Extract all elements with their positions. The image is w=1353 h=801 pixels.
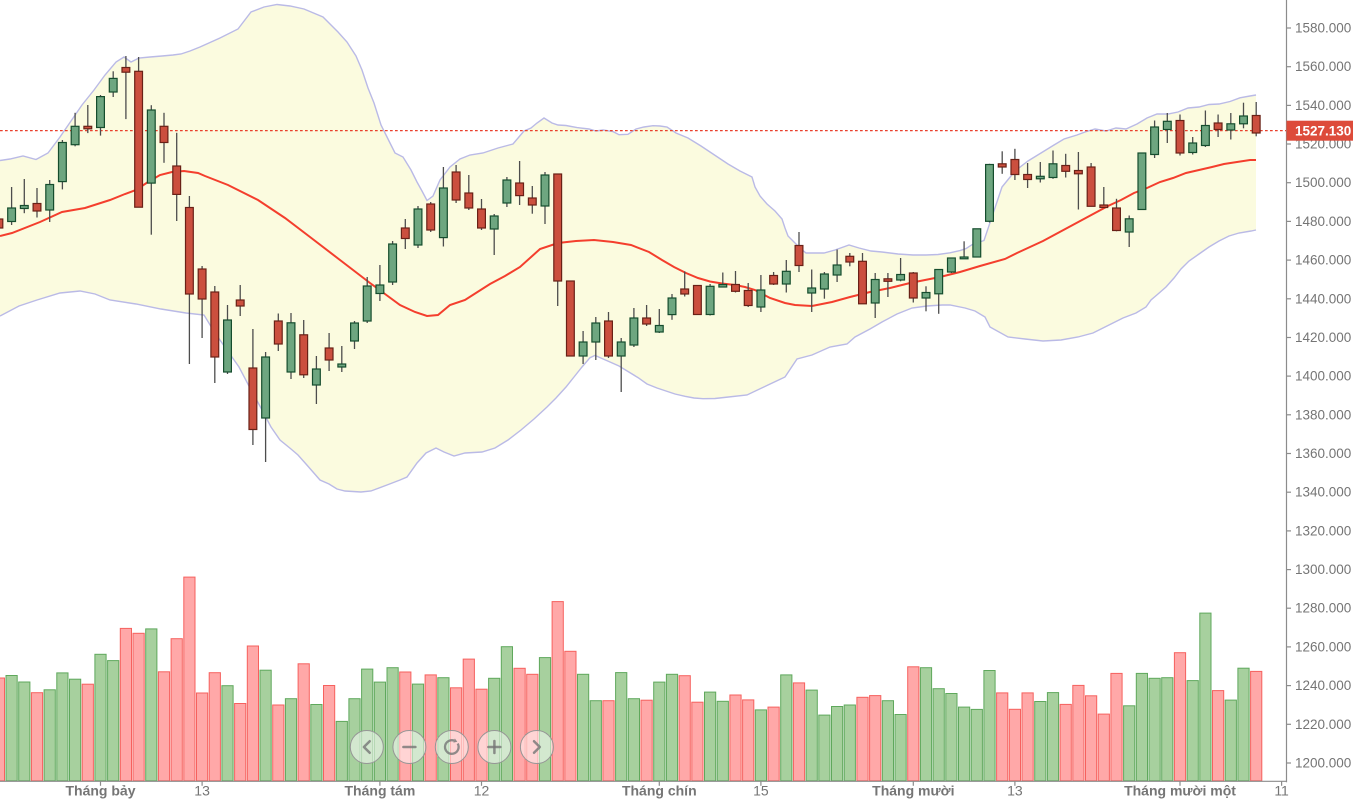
svg-text:1527.130: 1527.130 [1295, 124, 1351, 139]
svg-text:Tháng mười một: Tháng mười một [1124, 783, 1236, 799]
svg-text:13: 13 [194, 783, 210, 799]
svg-text:Tháng tám: Tháng tám [345, 783, 416, 799]
svg-text:Tháng bảy: Tháng bảy [65, 783, 135, 799]
svg-text:12: 12 [474, 783, 490, 799]
svg-text:1380.000: 1380.000 [1295, 407, 1351, 422]
svg-text:1540.000: 1540.000 [1295, 98, 1351, 113]
svg-text:1240.000: 1240.000 [1295, 678, 1351, 693]
svg-text:1460.000: 1460.000 [1295, 253, 1351, 268]
svg-text:1440.000: 1440.000 [1295, 291, 1351, 306]
svg-text:1260.000: 1260.000 [1295, 639, 1351, 654]
svg-text:1360.000: 1360.000 [1295, 446, 1351, 461]
svg-text:1420.000: 1420.000 [1295, 330, 1351, 345]
svg-text:1300.000: 1300.000 [1295, 562, 1351, 577]
svg-text:11: 11 [1274, 783, 1289, 799]
svg-text:1560.000: 1560.000 [1295, 59, 1351, 74]
svg-text:13: 13 [1007, 783, 1023, 799]
svg-text:1220.000: 1220.000 [1295, 717, 1351, 732]
svg-text:1500.000: 1500.000 [1295, 175, 1351, 190]
svg-text:1400.000: 1400.000 [1295, 369, 1351, 384]
svg-text:1480.000: 1480.000 [1295, 214, 1351, 229]
svg-text:Tháng mười: Tháng mười [872, 783, 954, 799]
svg-text:1280.000: 1280.000 [1295, 601, 1351, 616]
svg-text:15: 15 [753, 783, 769, 799]
svg-text:1340.000: 1340.000 [1295, 485, 1351, 500]
svg-text:Tháng chín: Tháng chín [622, 783, 697, 799]
svg-text:1580.000: 1580.000 [1295, 21, 1351, 36]
svg-text:1320.000: 1320.000 [1295, 523, 1351, 538]
svg-text:1200.000: 1200.000 [1295, 756, 1351, 771]
